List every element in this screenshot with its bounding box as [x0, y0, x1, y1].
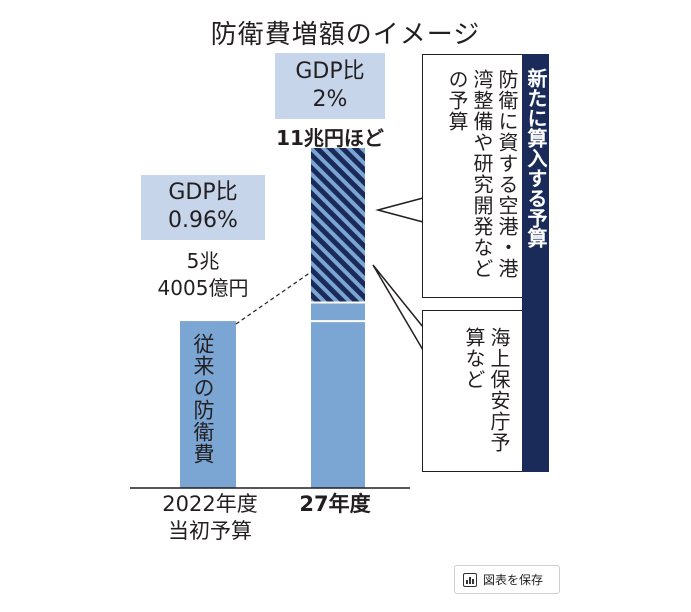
- callout-coast-guard: 海上保安庁予算など: [422, 310, 526, 472]
- chart-title: 防衛費増額のイメージ: [210, 20, 481, 50]
- amount-2022: 5兆 4005億円: [130, 248, 276, 302]
- amount-2022-line1: 5兆: [186, 249, 220, 273]
- x-label-2022-line2: 当初予算: [168, 519, 252, 543]
- new-budget-heading: 新たに算入する予算: [524, 68, 548, 248]
- bar-chart-icon: [463, 572, 477, 587]
- gdp-box-2022: GDP比 0.96%: [141, 175, 265, 240]
- callout-coast-guard-text: 海上保安庁予算など: [462, 327, 511, 453]
- bar-new-budget-1: [311, 147, 365, 303]
- bar-traditional-1: [311, 321, 365, 488]
- gdp-label-2022: GDP比: [168, 180, 238, 205]
- x-label-2022: 2022年度 当初予算: [135, 491, 285, 545]
- callout-pointer-coast-guard: [372, 264, 424, 353]
- gdp-value-2027: 2%: [312, 87, 348, 112]
- gdp-value-2022: 0.96%: [168, 208, 238, 233]
- bar-traditional-0: [180, 321, 236, 488]
- gdp-box-2027: GDP比 2%: [275, 53, 385, 119]
- save-chart-label: 図表を保存: [483, 573, 544, 587]
- new-budget-band: 新たに算入する予算: [522, 54, 549, 472]
- amount-2027: 11兆円ほど: [276, 126, 384, 150]
- bar-coast-guard-1: [311, 302, 365, 322]
- callout-research-text: 防衛に資する空港・港湾整備や研究開発などの予算: [445, 69, 519, 279]
- x-label-2027: 27年度: [299, 492, 371, 516]
- callout-research: 防衛に資する空港・港湾整備や研究開発などの予算: [422, 54, 526, 298]
- x-label-2022-line1: 2022年度: [162, 492, 258, 516]
- dashed-connector: [235, 271, 312, 325]
- gdp-label-2027: GDP比: [295, 59, 365, 84]
- amount-2022-line2: 4005億円: [157, 276, 249, 300]
- traditional-defense-label: 従来の防衛費: [191, 333, 215, 465]
- save-chart-button[interactable]: 図表を保存: [454, 565, 560, 594]
- callout-pointer-research: [375, 197, 424, 223]
